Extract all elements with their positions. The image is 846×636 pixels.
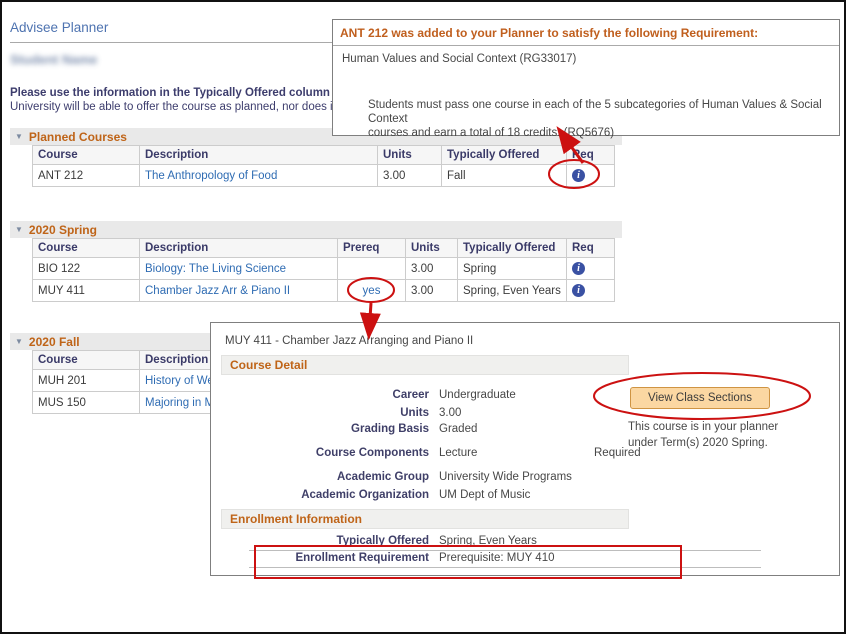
field-label: Enrollment Requirement (295, 552, 429, 564)
table-header-row: Course Description Prereq Units Typicall… (32, 238, 615, 258)
section-header-2020-spring: ▼ 2020 Spring (10, 221, 622, 238)
prereq-cell (337, 257, 406, 280)
field-row-career: Career Undergraduate (239, 389, 799, 401)
course-detail-popup: MUY 411 - Chamber Jazz Arranging and Pia… (210, 322, 840, 576)
col-header-units: Units (377, 145, 442, 165)
course-description-link[interactable]: Biology: The Living Science (145, 262, 287, 275)
table-header-row: Course Description Units Typically Offer… (32, 145, 615, 165)
course-popup-title: MUY 411 - Chamber Jazz Arranging and Pia… (225, 335, 474, 347)
planner-note-line-1: This course is in your planner (628, 421, 779, 433)
info-icon[interactable]: i (572, 262, 585, 275)
course-detail-section-header: Course Detail (221, 355, 629, 375)
field-label: Course Components (315, 447, 429, 459)
view-class-sections-button[interactable]: View Class Sections (630, 387, 770, 409)
field-value: Undergraduate (439, 389, 516, 401)
typically-offered-disclaimer: Please use the information in the Typica… (10, 86, 391, 114)
typically-offered-cell: Spring, Even Years (457, 279, 567, 302)
field-value-required: Required (594, 447, 641, 459)
units-cell: 3.00 (405, 257, 458, 280)
typically-offered-cell: Spring (457, 257, 567, 280)
col-header-units: Units (405, 238, 458, 258)
field-label: Grading Basis (351, 423, 429, 435)
course-code-cell: ANT 212 (32, 164, 140, 187)
requirement-detail-text: Students must pass one course in each of… (368, 98, 839, 140)
col-header-description: Description (139, 238, 338, 258)
typically-offered-cell: Fall (441, 164, 567, 187)
field-value: Prerequisite: MUY 410 (439, 552, 555, 564)
field-value: Spring, Even Years (439, 535, 537, 547)
course-code-cell: BIO 122 (32, 257, 140, 280)
col-header-description: Description (139, 145, 378, 165)
requirement-popup: ANT 212 was added to your Planner to sat… (332, 19, 840, 139)
student-name-redacted: Student Name (10, 52, 98, 67)
col-header-course: Course (32, 145, 140, 165)
spring-2020-table: Course Description Prereq Units Typicall… (32, 238, 615, 302)
field-label: Academic Group (336, 471, 429, 483)
collapse-triangle-icon[interactable]: ▼ (15, 336, 23, 346)
planner-note-line-2: under Term(s) 2020 Spring. (628, 437, 768, 449)
requirement-popup-header: ANT 212 was added to your Planner to sat… (333, 20, 839, 46)
requirement-detail-line-1: Students must pass one course in each of… (368, 99, 822, 125)
collapse-triangle-icon[interactable]: ▼ (15, 131, 23, 141)
field-value: Lecture (439, 447, 478, 459)
collapse-triangle-icon[interactable]: ▼ (15, 224, 23, 234)
section-title: 2020 Fall (28, 334, 80, 349)
disclaimer-line-2: University will be able to offer the cou… (10, 101, 391, 113)
field-value: UM Dept of Music (439, 489, 531, 501)
planned-courses-table: Course Description Units Typically Offer… (32, 145, 615, 187)
info-icon[interactable]: i (572, 169, 585, 182)
disclaimer-line-1: Please use the information in the Typica… (10, 87, 373, 99)
table-row: ANT 212 The Anthropology of Food 3.00 Fa… (32, 164, 615, 187)
field-value: Graded (439, 423, 478, 435)
section-title: Planned Courses (28, 129, 127, 144)
col-header-course: Course (32, 350, 140, 370)
field-row-academic-organization: Academic Organization UM Dept of Music (239, 489, 799, 501)
field-value: 3.00 (439, 407, 462, 419)
info-icon[interactable]: i (572, 284, 585, 297)
course-description-link[interactable]: The Anthropology of Food (145, 169, 278, 182)
course-code-cell: MUY 411 (32, 279, 140, 302)
requirement-group-text: Human Values and Social Context (RG33017… (342, 53, 577, 65)
field-row-grading-basis: Grading Basis Graded (239, 423, 799, 435)
field-label: Units (400, 407, 429, 419)
units-cell: 3.00 (405, 279, 458, 302)
field-label: Typically Offered (336, 535, 429, 547)
field-row-units: Units 3.00 (239, 407, 799, 419)
section-title: 2020 Spring (28, 222, 97, 237)
course-description-link[interactable]: Majoring in Mu (145, 396, 221, 409)
field-row-typically-offered: Typically Offered Spring, Even Years (249, 535, 761, 551)
col-header-course: Course (32, 238, 140, 258)
col-header-prereq: Prereq (337, 238, 406, 258)
col-header-typically-offered: Typically Offered (457, 238, 567, 258)
field-row-enrollment-requirement: Enrollment Requirement Prerequisite: MUY… (249, 552, 761, 568)
col-header-req: Req (566, 238, 615, 258)
enrollment-info-section-header: Enrollment Information (221, 509, 629, 529)
requirement-detail-line-2: courses and earn a total of 18 credits. … (368, 127, 615, 139)
col-header-req: Req (566, 145, 615, 165)
field-row-course-components: Course Components Lecture Required (239, 447, 799, 459)
course-code-cell: MUH 201 (32, 369, 140, 392)
page-title: Advisee Planner (10, 20, 109, 35)
field-label: Academic Organization (301, 489, 429, 501)
course-code-cell: MUS 150 (32, 391, 140, 414)
field-label: Career (392, 389, 429, 401)
planner-note: This course is in your planner under Ter… (628, 419, 778, 451)
course-description-link[interactable]: History of Wes (145, 374, 220, 387)
course-description-link[interactable]: Chamber Jazz Arr & Piano II (145, 284, 291, 297)
col-header-typically-offered: Typically Offered (441, 145, 567, 165)
table-row: BIO 122 Biology: The Living Science 3.00… (32, 257, 615, 280)
units-cell: 3.00 (377, 164, 442, 187)
field-value: University Wide Programs (439, 471, 572, 483)
field-row-academic-group: Academic Group University Wide Programs (239, 471, 799, 483)
prereq-yes-link[interactable]: yes (362, 284, 381, 297)
table-row: MUY 411 Chamber Jazz Arr & Piano II yes … (32, 279, 615, 302)
